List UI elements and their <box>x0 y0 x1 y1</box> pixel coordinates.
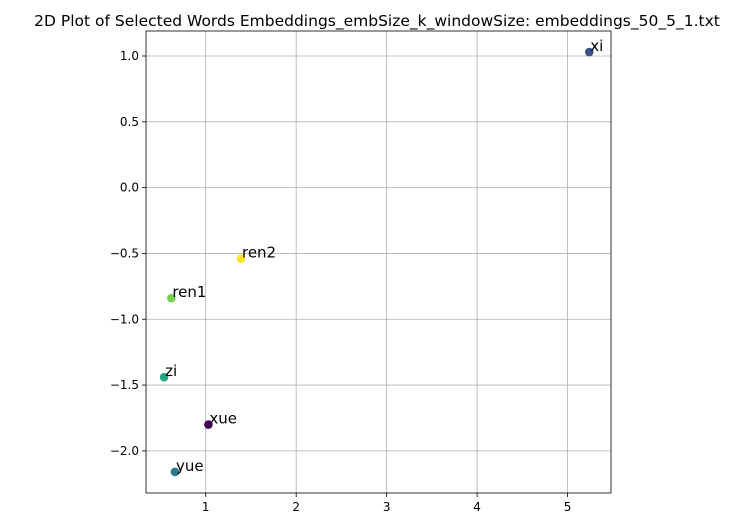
data-point-yue <box>170 467 180 477</box>
chart-title: 2D Plot of Selected Words Embeddings_emb… <box>34 12 720 31</box>
data-point-zi <box>159 372 169 382</box>
point-label-yue: yue <box>176 457 204 475</box>
axis-ticks: 1 2 3 4 5 1.0 0.5 0.0 −0.5 −1.0 −1.5 −2.0 <box>110 49 572 514</box>
x-tick-label: 2 <box>292 500 300 514</box>
data-point-ren1 <box>167 293 176 303</box>
point-label-xi: xi <box>590 37 603 55</box>
y-tick-label: −2.0 <box>110 444 139 458</box>
y-tick-label: −0.5 <box>110 246 139 260</box>
x-tick-label: 4 <box>473 500 481 514</box>
y-tick-label: 1.0 <box>120 49 139 63</box>
point-label-xue: xue <box>209 410 237 428</box>
point-label-ren2: ren2 <box>242 244 276 262</box>
data-point-xue <box>204 420 213 429</box>
y-tick-label: 0.5 <box>120 115 139 129</box>
data-point-xi <box>584 47 594 57</box>
y-tick-label: 0.0 <box>120 181 139 195</box>
data-points: xi ren2 ren1 zi xue yue <box>159 37 603 477</box>
point-label-ren1: ren1 <box>172 283 206 301</box>
x-tick-label: 5 <box>564 500 572 514</box>
axes-frame <box>145 30 612 494</box>
x-tick-label: 1 <box>202 500 210 514</box>
y-tick-label: −1.0 <box>110 312 139 326</box>
grid-lines <box>146 31 611 493</box>
x-tick-label: 3 <box>383 500 391 514</box>
y-tick-label: −1.5 <box>110 378 139 392</box>
point-label-zi: zi <box>165 362 177 380</box>
data-point-ren2 <box>236 254 246 264</box>
